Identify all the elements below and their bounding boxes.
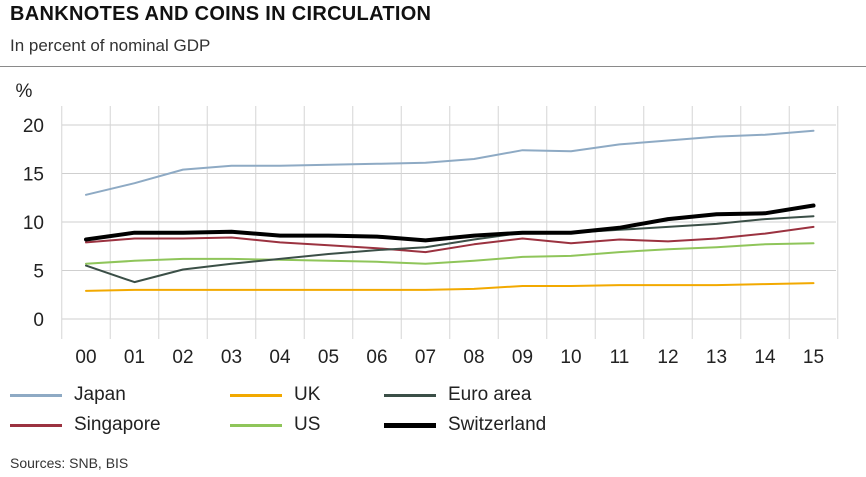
legend-swatch	[230, 423, 282, 427]
legend-item-singapore: Singapore	[10, 413, 161, 437]
x-tick-label: 07	[415, 347, 436, 368]
x-tick-label: 01	[124, 347, 145, 368]
series-line-singapore	[85, 225, 815, 254]
x-tick-label: 06	[366, 347, 387, 368]
title-divider	[0, 66, 866, 67]
x-tick-label: 13	[706, 347, 727, 368]
x-tick-label: 04	[269, 347, 291, 368]
legend-label: Japan	[74, 384, 126, 405]
legend-item-euro-area: Euro area	[384, 383, 531, 407]
x-tick-label: 00	[75, 347, 96, 368]
legend-label: Singapore	[74, 414, 161, 435]
legend-item-japan: Japan	[10, 383, 126, 407]
legend-swatch	[384, 422, 436, 428]
y-tick-label: 10	[23, 213, 44, 234]
x-tick-labels: 00 01 02 03 04 05 06 07 08 09 10 11 12 13 14 15	[75, 347, 824, 368]
y-axis-unit-label: %	[16, 81, 33, 102]
legend-label: Switzerland	[448, 414, 547, 435]
legend-label: US	[294, 414, 321, 435]
y-tick-label: 5	[33, 262, 44, 283]
y-tick-label: 0	[33, 310, 44, 331]
x-tick-label: 11	[610, 347, 630, 368]
y-tick-label: 20	[23, 116, 44, 137]
series-line-euro-area	[85, 215, 815, 284]
series-line-switzerland	[84, 203, 816, 243]
legend-item-us: US	[230, 413, 320, 437]
chart-subtitle: In percent of nominal GDP	[10, 36, 211, 55]
series-line-japan	[85, 129, 815, 196]
x-tick-label: 12	[657, 347, 678, 368]
x-tick-label: 15	[803, 347, 824, 368]
legend-label: UK	[294, 384, 321, 405]
legend-swatch	[10, 423, 62, 427]
x-tick-label: 10	[560, 347, 581, 368]
source-note: Sources: SNB, BIS	[10, 455, 129, 471]
series-lines	[84, 129, 816, 292]
x-tick-label: 09	[512, 347, 533, 368]
series-line-uk	[85, 282, 815, 292]
legend-swatch	[230, 393, 282, 397]
gridlines	[61, 106, 839, 339]
series-line-us	[85, 242, 815, 265]
y-tick-label: 15	[23, 165, 44, 186]
x-tick-label: 03	[221, 347, 242, 368]
chart-title: BANKNOTES AND COINS IN CIRCULATION	[10, 3, 432, 25]
legend-item-switzerland: Switzerland	[384, 413, 546, 437]
legend-swatch	[384, 393, 436, 397]
legend-item-uk: UK	[230, 383, 320, 407]
x-tick-label: 02	[172, 347, 193, 368]
x-tick-label: 14	[754, 347, 776, 368]
legend-swatch	[10, 393, 62, 397]
x-tick-label: 05	[318, 347, 339, 368]
legend-label: Euro area	[448, 384, 532, 405]
y-tick-labels: 0 5 10 15 20	[23, 116, 44, 331]
x-tick-label: 08	[463, 347, 484, 368]
